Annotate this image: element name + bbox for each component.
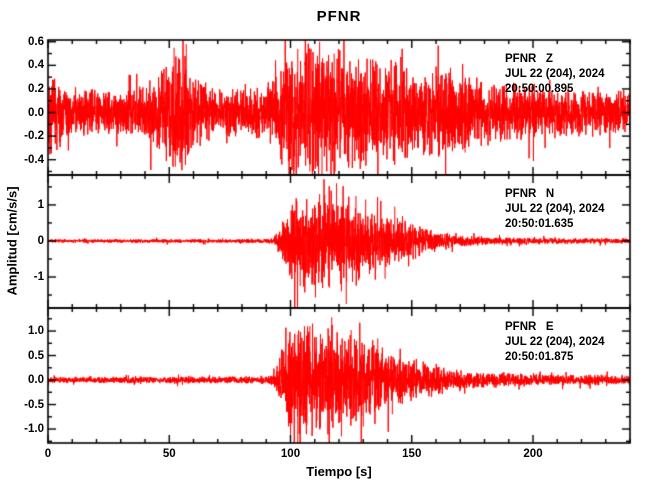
y-tick-label: 0.5	[28, 349, 44, 362]
y-tick-label: -0.5	[24, 398, 44, 411]
y-tick-label: -1.0	[24, 423, 44, 436]
x-axis-label: Tiempo [s]	[306, 464, 372, 479]
panel-annotation-pfnr-n: PFNR N JUL 22 (204), 2024 20:50:01.635	[505, 187, 605, 232]
y-tick-label: 0.0	[28, 106, 44, 119]
panel-annotation-line: JUL 22 (204), 2024	[505, 68, 605, 80]
y-tick-label: -0.4	[24, 153, 44, 166]
y-tick-label: 0.4	[28, 59, 44, 72]
panel-annotation-line: JUL 22 (204), 2024	[505, 203, 605, 215]
x-tick-label: 200	[523, 448, 543, 460]
y-tick-label: -0.2	[24, 130, 44, 143]
x-tick-label: 150	[402, 448, 422, 460]
x-tick-label: 50	[162, 448, 176, 460]
panel-annotation-line: 20:50:01.635	[505, 218, 574, 230]
y-tick-label: 0.0	[28, 374, 44, 387]
y-tick-label: 0.6	[28, 35, 44, 48]
figure-title: PFNR	[316, 8, 362, 25]
panel-annotation-pfnr-z: PFNR Z JUL 22 (204), 2024 20:50:00.895	[505, 52, 605, 97]
panel-annotation-line: JUL 22 (204), 2024	[505, 336, 605, 348]
y-tick-label: 1.0	[28, 325, 44, 338]
panel-annotation-line: PFNR N	[505, 188, 555, 200]
y-tick-label: -1	[33, 271, 44, 283]
x-tick-label: 0	[44, 448, 52, 460]
y-tick-label: 1	[37, 198, 44, 211]
panel-annotation-line: 20:50:00.895	[505, 83, 574, 95]
y-tick-label: 0	[37, 234, 44, 247]
panel-annotation-line: PFNR E	[505, 321, 554, 333]
panel-annotation-line: PFNR Z	[505, 53, 553, 65]
panel-annotation-line: 20:50:01.875	[505, 351, 574, 363]
y-tick-label: 0.2	[28, 82, 44, 95]
x-tick-label: 100	[280, 448, 301, 460]
panel-annotation-pfnr-e: PFNR E JUL 22 (204), 2024 20:50:01.875	[505, 320, 605, 365]
